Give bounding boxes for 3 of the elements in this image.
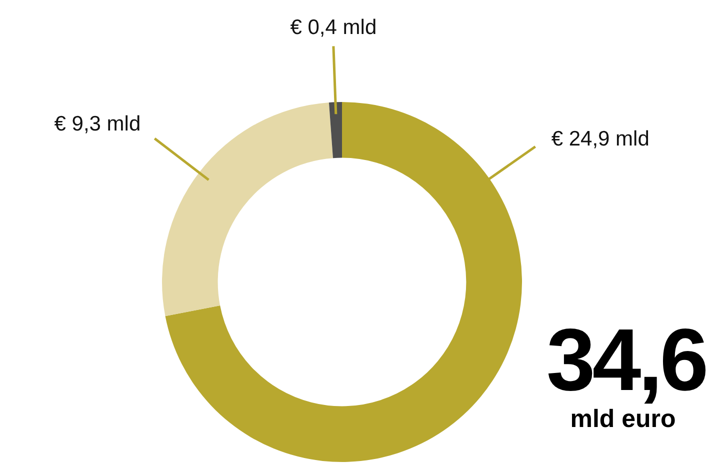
data-label: € 0,4 mld — [290, 16, 377, 40]
data-label: € 9,3 mld — [54, 112, 141, 136]
data-label: € 24,9 mld — [551, 127, 650, 150]
